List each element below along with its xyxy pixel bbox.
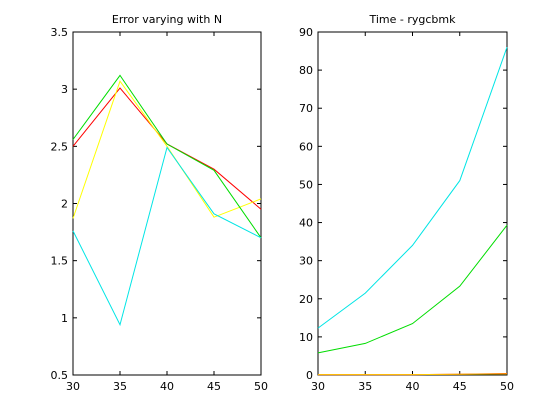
x-tick-label: 50 [500,380,514,393]
left-plot: Error varying with N 30 35 40 45 50 0.5 1 1.5 2 2.… [51,13,269,393]
chart-title: Error varying with N [112,13,222,26]
x-tick-label: 30 [66,380,80,393]
y-tick-label: 1.5 [51,255,69,268]
chart-title: Time - rygcbmk [368,13,456,26]
y-tick-label: 80 [299,64,313,77]
right-plot: Time - rygcbmk 30 35 40 45 50 0 10 20 30 40 50 60 70 8… [299,13,514,393]
x-tick-label: 45 [207,380,221,393]
y-tick-label: 10 [299,331,313,344]
x-tick-label: 45 [453,380,467,393]
series-line-y [318,373,508,376]
series-line-g [317,224,508,354]
y-tick-label: 3.5 [51,26,69,39]
series-line-g [72,74,262,239]
x-tick-label: 50 [254,380,268,393]
y-tick-label: 30 [299,255,313,268]
y-tick-label: 0.5 [51,369,69,382]
series-line-c [72,146,262,327]
x-tick-label: 30 [311,380,325,393]
x-tick-label: 40 [406,380,420,393]
y-tick-label: 3 [61,83,68,96]
y-tick-label: 60 [299,140,313,153]
y-tick-label: 70 [299,102,313,115]
series-line-c [317,47,508,329]
series-line-y [72,80,262,219]
y-tick-label: 1 [61,312,68,325]
y-tick-label: 50 [299,178,313,191]
y-tick-label: 2 [61,198,68,211]
y-tick-label: 40 [299,217,313,230]
x-tick-label: 35 [113,380,127,393]
y-tick-label: 20 [299,293,313,306]
y-tick-label: 2.5 [51,140,69,153]
y-tick-label: 0 [306,369,313,382]
y-tick-label: 90 [299,26,313,39]
x-tick-label: 40 [160,380,174,393]
x-tick-label: 35 [358,380,372,393]
plot-frame [72,31,262,376]
